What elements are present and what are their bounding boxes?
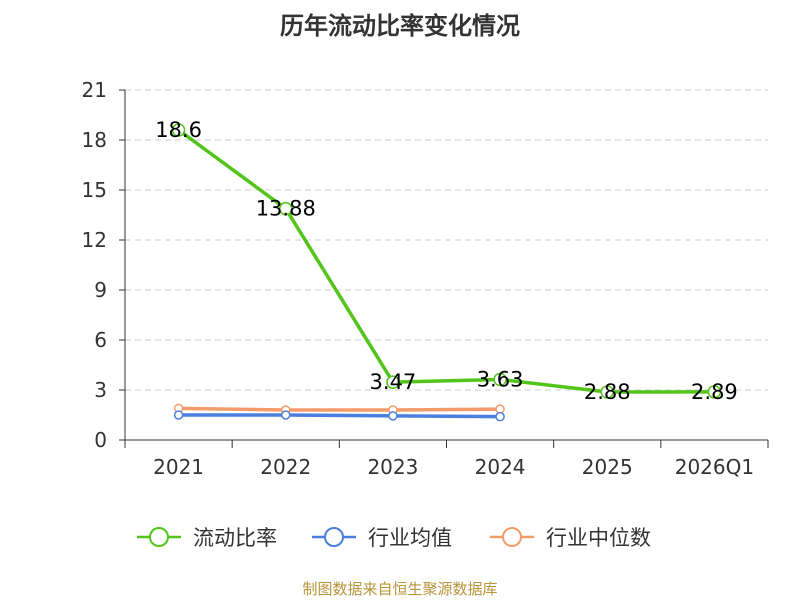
data-point-current_ratio bbox=[600, 385, 614, 399]
grid-layer bbox=[125, 89, 768, 391]
data-point-current_ratio bbox=[707, 385, 722, 399]
y-tick-label: 12 bbox=[82, 228, 107, 252]
legend-marker bbox=[502, 527, 522, 547]
series-line-current_ratio bbox=[177, 128, 715, 394]
axis-layer: 0 3 6 9 12 15 18 21 2021 2022 2023 2024 2025 2026Q1 bbox=[82, 78, 769, 479]
legend-label: 行业中位数 bbox=[546, 526, 651, 550]
x-tick-label: 2021 bbox=[153, 455, 204, 479]
legend-item-industry_avg[interactable]: 行业均值 bbox=[312, 526, 452, 550]
x-tick-label: 2024 bbox=[475, 455, 526, 479]
data-point-industry_avg bbox=[173, 410, 184, 420]
chart-title: 历年流动比率变化情况 bbox=[280, 12, 520, 40]
data-label: 3.63 bbox=[477, 368, 524, 392]
series-line-industry_avg bbox=[178, 413, 501, 419]
data-label: 2.89 bbox=[691, 380, 738, 404]
legend-marker bbox=[149, 527, 169, 547]
y-tick-label: 9 bbox=[94, 278, 107, 302]
legend-label: 流动比率 bbox=[193, 526, 277, 550]
data-point-current_ratio bbox=[386, 375, 400, 389]
data-point-current_ratio bbox=[171, 123, 186, 137]
data-label: 13.88 bbox=[256, 197, 316, 221]
y-tick-label: 0 bbox=[94, 428, 107, 452]
legend-marker bbox=[324, 527, 344, 547]
legend[interactable]: 流动比率 行业均值 行业中位数 bbox=[137, 526, 651, 550]
data-point-current_ratio bbox=[493, 372, 507, 387]
data-point-industry_avg bbox=[495, 411, 505, 422]
x-tick-label: 2025 bbox=[582, 455, 633, 479]
data-point-industry_avg bbox=[388, 411, 398, 421]
y-tick-label: 3 bbox=[94, 378, 107, 402]
x-tick-label: 2026Q1 bbox=[675, 455, 754, 479]
series-line-industry_median bbox=[178, 406, 501, 412]
data-label: 18.6 bbox=[155, 118, 202, 142]
legend-label: 行业均值 bbox=[368, 526, 452, 550]
y-tick-label: 15 bbox=[82, 178, 107, 202]
x-tick-label: 2023 bbox=[367, 455, 418, 479]
source-note: 制图数据来自恒生聚源数据库 bbox=[302, 580, 498, 598]
y-tick-label: 18 bbox=[82, 128, 107, 152]
legend-item-industry_median[interactable]: 行业中位数 bbox=[490, 526, 651, 550]
y-tick-label: 6 bbox=[94, 328, 107, 352]
data-label: 2.88 bbox=[584, 380, 631, 404]
series-layer bbox=[171, 123, 722, 422]
label-layer: 18.6 13.88 3.47 3.63 2.88 2.89 bbox=[155, 118, 738, 404]
data-point-current_ratio bbox=[279, 201, 293, 216]
data-point-industry_avg bbox=[281, 410, 291, 420]
data-label: 3.47 bbox=[370, 370, 417, 394]
legend-item-current_ratio[interactable]: 流动比率 bbox=[137, 526, 277, 550]
y-tick-label: 21 bbox=[82, 78, 107, 102]
x-tick-label: 2022 bbox=[260, 455, 311, 479]
